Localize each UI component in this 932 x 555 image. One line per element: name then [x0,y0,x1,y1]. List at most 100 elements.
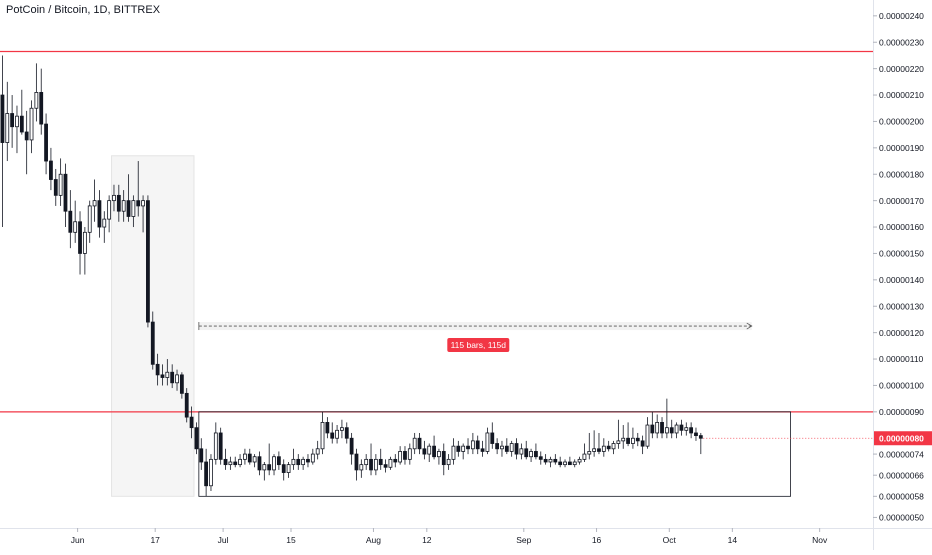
candle-body [34,92,39,109]
annotation-layer: 115 bars, 115d [198,322,753,353]
candle-body [92,200,97,207]
x-tick-label: 12 [422,535,432,545]
candle [504,438,509,455]
candle-body [529,451,533,458]
candle [553,454,558,465]
candle-body [136,200,141,207]
candle-body [257,456,262,471]
candle-body [301,458,306,466]
candle-body [572,461,577,466]
candle [29,100,34,154]
candle [5,81,10,162]
candle [606,440,611,452]
candle-body [446,458,451,466]
candle-body [267,464,272,471]
y-tick-label: 0.00000210 [879,90,924,100]
candle-body [97,200,102,228]
candle [276,451,281,470]
candle-body [509,443,514,452]
candle-body [310,453,315,463]
candle [44,113,48,175]
candle [422,440,427,460]
candle-body [558,461,563,466]
candle-body [247,453,252,463]
y-tick-label: 0.00000050 [879,513,924,523]
candle-body [432,445,436,458]
chart-title: PotCoin / Bitcoin, 1D, BITTREX [6,4,161,16]
candle [490,422,495,449]
candle-body [325,421,330,434]
measure-label: 115 bars, 115d [451,340,507,350]
candle [412,432,417,455]
candle [354,448,359,481]
y-tick-label: 0.00000120 [879,328,924,338]
x-tick-label: 15 [286,535,296,545]
candle-body [655,421,660,434]
candle [679,419,684,436]
candle-body [475,440,480,450]
candle-body [340,427,344,431]
candle [664,398,669,439]
candle [49,147,53,191]
candle [509,440,514,457]
candle [306,454,310,468]
candle [68,190,73,249]
candle [398,446,403,465]
y-tick-label: 0.00000140 [879,275,924,285]
measure-label-box [447,338,510,353]
candle [116,184,121,222]
candle-body [631,437,635,444]
candle-body [262,464,267,471]
candle-body [451,445,456,460]
candle-body [674,424,679,434]
candle-body [223,458,228,466]
candle [53,168,58,206]
candle [466,438,470,455]
candle-body [577,458,582,463]
candle [243,448,247,465]
candle [567,456,572,466]
candle-body [534,451,538,458]
candle-body [664,427,669,434]
y-tick-label: 0.00000066 [879,470,924,480]
candle [194,422,199,455]
candle-body [315,448,320,455]
candle [92,179,97,222]
candle-body [601,445,606,452]
candle [179,372,184,399]
candle-body [44,123,48,162]
candle-body [587,451,592,455]
candle-body [640,440,645,447]
candle [267,443,272,476]
candle-body [684,427,689,431]
candle-body [490,432,495,444]
candle [548,456,553,468]
candle [0,55,5,228]
candle [301,456,306,470]
candle-body [102,218,107,228]
candle [24,110,29,175]
candle [592,430,597,457]
candle [684,422,689,436]
candle-body [0,94,5,143]
candle [543,454,548,465]
candle [209,454,213,492]
candle [698,432,703,455]
candle-body [616,440,621,444]
y-tick-label: 0.00000200 [879,117,924,127]
candle-body [403,451,407,460]
candle-body [456,445,461,452]
candle [631,427,635,449]
candle [340,419,344,439]
candle-body [252,456,257,463]
x-tick-label: Aug [366,535,381,545]
y-tick-label: 0.00000100 [879,381,924,391]
candle [131,195,136,228]
candle-body [296,458,301,466]
candle-body [24,131,29,141]
candle [349,432,354,465]
candle [141,195,145,233]
candle-body [146,200,150,323]
